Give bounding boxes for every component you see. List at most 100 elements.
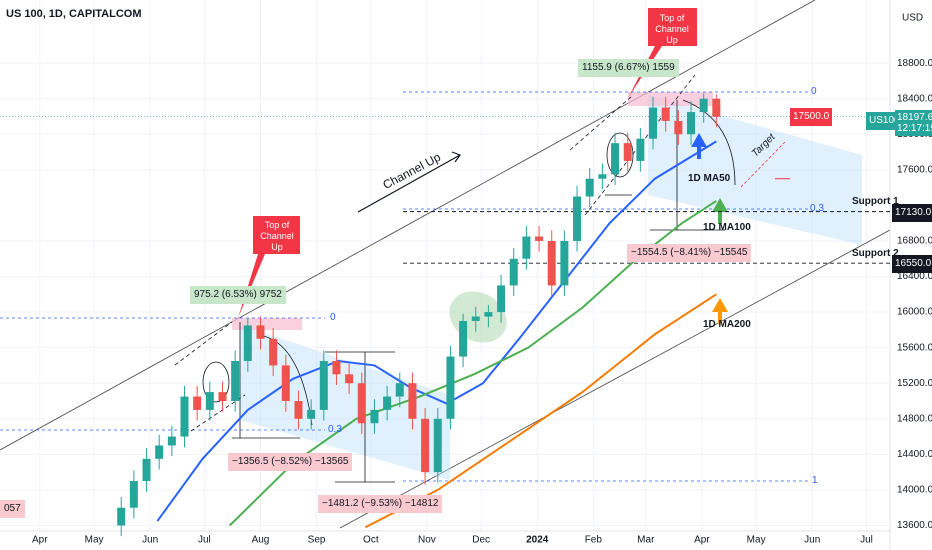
candle-body	[218, 392, 227, 402]
y-tick-label: 14400.0	[897, 449, 932, 460]
x-tick-label: Mar	[637, 535, 655, 546]
support-label: Support 2	[852, 248, 899, 259]
arrow-up	[712, 198, 728, 224]
candle-body	[395, 383, 404, 397]
candle-body	[699, 98, 708, 113]
x-tick-label: Oct	[363, 535, 379, 546]
candle-body	[129, 481, 138, 508]
candle-body	[243, 325, 252, 361]
top-zone-left	[232, 318, 302, 330]
candle-body	[573, 196, 582, 241]
x-tick-label: Apr	[694, 535, 710, 546]
fib-label: 0	[811, 86, 817, 97]
x-tick-label: Nov	[418, 535, 436, 546]
candle-body	[193, 396, 202, 410]
x-tick-label: 2024	[526, 535, 549, 546]
y-tick-label: 17600.0	[897, 164, 932, 175]
candle-body	[535, 236, 544, 241]
x-tick-label: May	[85, 535, 104, 546]
candle-body	[674, 120, 683, 135]
grid	[0, 0, 890, 531]
candle-body	[636, 138, 645, 161]
price-badge: 18197.612:17:19	[895, 110, 932, 136]
callout-text: Top of Channel Up	[655, 13, 689, 45]
candle-body	[345, 374, 354, 384]
y-tick-label: 18800.0	[897, 58, 932, 69]
channel-lower	[339, 229, 891, 529]
candle-body	[459, 320, 468, 357]
y-tick-label: 14000.0	[897, 485, 932, 496]
candle-body	[408, 383, 417, 419]
candle-body	[294, 401, 303, 419]
x-tick-label: Jun	[142, 535, 158, 546]
candle-body	[383, 396, 392, 410]
y-tick-label: 15600.0	[897, 342, 932, 353]
y-tick-label: 16400.0	[897, 271, 932, 282]
chart-title: US 100, 1D, CAPITALCOM	[6, 8, 142, 20]
measure-label: 975.2 (6.53%) 9752	[190, 286, 286, 304]
y-tick-label: 16000.0	[897, 307, 932, 318]
measure-label: −1481.2 (−9.53%) −14812	[318, 495, 443, 513]
y-tick-label: 16800.0	[897, 236, 932, 247]
symbol-badge: US100	[866, 112, 903, 130]
support-label: Support 1	[852, 196, 899, 207]
callout	[628, 8, 697, 98]
x-tick-label: May	[747, 535, 766, 546]
candle-body	[231, 360, 240, 402]
candle-body	[623, 143, 632, 161]
arrow-up	[712, 298, 728, 324]
candle-body	[598, 174, 607, 179]
measure-label: −1554.5 (−8.41%) −15545	[627, 244, 752, 262]
candle-body	[712, 98, 721, 117]
y-tick-label: 18400.0	[897, 93, 932, 104]
bear-channel-left	[240, 325, 450, 480]
edge-label: 057	[0, 500, 25, 518]
arrow-up	[691, 133, 707, 159]
x-tick-label: Jun	[804, 535, 820, 546]
fib-label: 0.3	[328, 424, 342, 435]
candle-body	[142, 458, 151, 482]
candle-body	[421, 418, 430, 473]
candle-body	[649, 107, 658, 139]
candle-body	[205, 392, 214, 410]
candle-body	[155, 445, 164, 459]
currency: USD	[902, 13, 923, 24]
target-value: 17500.0	[790, 108, 833, 126]
candle-body	[522, 236, 531, 259]
candle-body	[585, 178, 594, 197]
fib-label: 1	[812, 475, 818, 486]
fib-label: 0	[330, 312, 336, 323]
candle-body	[332, 360, 341, 375]
moving-average	[229, 200, 717, 527]
candle-body	[661, 107, 670, 121]
candle-body	[117, 507, 126, 526]
x-tick-label: Dec	[472, 535, 490, 546]
candle-body	[484, 312, 493, 317]
last-price: 18197.6	[897, 112, 932, 123]
candle-body	[509, 258, 518, 286]
candle-body	[281, 365, 290, 402]
callout-text: Top of Channel Up	[260, 220, 294, 252]
support-badge: 16550.0	[892, 255, 932, 274]
candle-body	[319, 360, 328, 410]
x-tick-label: Aug	[252, 535, 270, 546]
y-tick-label: 15200.0	[897, 378, 932, 389]
x-tick-label: Feb	[585, 535, 603, 546]
y-tick-label: 13600.0	[897, 520, 932, 531]
bear-channel-right	[648, 95, 862, 245]
candle-body	[307, 409, 316, 419]
candle-body	[446, 356, 455, 419]
y-tick-label: 14800.0	[897, 413, 932, 424]
top-zone-right	[628, 92, 713, 106]
x-tick-label: Apr	[32, 535, 48, 546]
candle-body	[497, 285, 506, 313]
candle-body	[611, 143, 620, 175]
candle-body	[370, 409, 379, 424]
candle-body	[687, 112, 696, 135]
candle-body	[256, 325, 265, 339]
candle-body	[357, 383, 366, 424]
support-badge: 17130.0	[892, 203, 932, 222]
ma-label: 1D MA200	[703, 319, 751, 330]
